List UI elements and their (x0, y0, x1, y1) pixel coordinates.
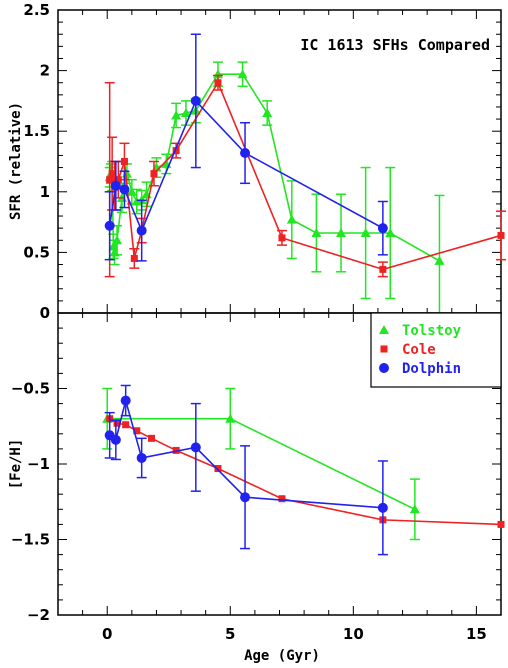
cole-point (122, 421, 130, 429)
tolstoy-point (336, 228, 347, 238)
y-tick-label: 0 (40, 304, 50, 322)
sfr-tick-labels: 0 0.5 1 1.5 2 2.5 (23, 1, 50, 322)
dolphin-point (240, 492, 251, 503)
tolstoy-point (311, 228, 322, 238)
cole-point (120, 158, 128, 165)
y-tick-label: 2.5 (23, 1, 50, 19)
y-tick-label: −1.5 (11, 531, 50, 549)
tolstoy-point (262, 108, 273, 118)
cole-line (109, 418, 502, 526)
cole-point (106, 176, 114, 184)
y-tick-label: −2 (27, 606, 50, 624)
dolphin-point (377, 223, 388, 234)
feh-panel: [Fe/H] Age (Gyr) −2 −1.5 −1 −0.5 0 5 10 15 Tols… (8, 312, 505, 664)
legend-box (370, 312, 502, 388)
tolstoy-point (171, 110, 182, 120)
tolstoy-point (180, 108, 191, 118)
cole-point (133, 427, 141, 435)
cole-point (497, 231, 505, 239)
cole-point (172, 446, 180, 454)
cole-point (278, 234, 286, 242)
x-tick-label: 0 (102, 625, 112, 643)
legend: Tolstoy Cole Dolphin (370, 312, 502, 388)
legend-dolphin-label: Dolphin (402, 361, 461, 377)
y-tick-label: −0.5 (11, 380, 50, 398)
tolstoy-point (237, 69, 248, 79)
dolphin-point (136, 452, 147, 463)
cole-point (148, 434, 156, 442)
legend-tolstoy-marker (379, 325, 389, 334)
y-tick-label: 1.5 (23, 122, 50, 140)
feh-series-layer (102, 384, 505, 556)
dolphin-point (110, 434, 121, 445)
tolstoy-point (108, 241, 119, 251)
dolphin-point (110, 180, 121, 191)
cole-point (497, 520, 505, 528)
tolstoy-point (434, 255, 445, 265)
cole-point (113, 419, 121, 427)
cole-point (172, 147, 180, 155)
cole-point (108, 170, 116, 178)
tolstoy-point (385, 228, 396, 238)
x-tick-label: 15 (466, 625, 487, 643)
dolphin-point (190, 442, 201, 453)
tolstoy-point (126, 186, 137, 196)
y-tick-label: 0.5 (23, 243, 50, 261)
cole-point (214, 465, 222, 473)
dolphin-point (377, 502, 388, 513)
dolphin-series (104, 33, 388, 262)
legend-items: Tolstoy Cole Dolphin (379, 323, 462, 377)
tolstoy-point (409, 504, 420, 514)
y-tick-label: 1 (40, 183, 50, 201)
tolstoy-point (109, 247, 120, 257)
tolstoy-point (112, 235, 123, 245)
feh-tick-labels: −2 −1.5 −1 −0.5 0 5 10 15 (11, 380, 487, 644)
legend-dolphin-marker (379, 363, 389, 373)
cole-point (130, 254, 138, 262)
dolphin-series (104, 384, 388, 556)
y-tick-label: 2 (40, 62, 50, 80)
y-tick-label: −1 (27, 455, 50, 473)
legend-tolstoy-label: Tolstoy (402, 323, 462, 339)
dolphin-point (119, 184, 130, 195)
cole-point (150, 170, 158, 178)
cole-point (379, 265, 387, 273)
sfr-series-layer (104, 33, 506, 328)
dolphin-point (120, 395, 131, 406)
sfr-y-axis-label: SFR (relative) (8, 102, 24, 220)
x-axis-label: Age (Gyr) (244, 648, 320, 664)
dolphin-point (190, 95, 201, 106)
tolstoy-point (225, 413, 236, 423)
cole-point (114, 176, 122, 184)
dolphin-point (136, 225, 147, 236)
tolstoy-point (360, 228, 371, 238)
sfr-chart-title: IC 1613 SFHs Compared (300, 36, 490, 54)
cole-point (278, 495, 286, 503)
tolstoy-point (286, 214, 297, 224)
x-tick-label: 10 (343, 625, 364, 643)
feh-axis-ticks (57, 312, 502, 616)
x-tick-label: 5 (225, 625, 235, 643)
legend-cole-label: Cole (402, 342, 436, 358)
sfr-panel: IC 1613 SFHs Compared SFR (relative) 0 0.… (8, 1, 506, 328)
feh-y-axis-label: [Fe/H] (8, 439, 24, 490)
legend-cole-marker (380, 345, 388, 353)
dolphin-point (240, 148, 251, 159)
cole-point (214, 79, 222, 87)
dolphin-point (104, 220, 115, 231)
